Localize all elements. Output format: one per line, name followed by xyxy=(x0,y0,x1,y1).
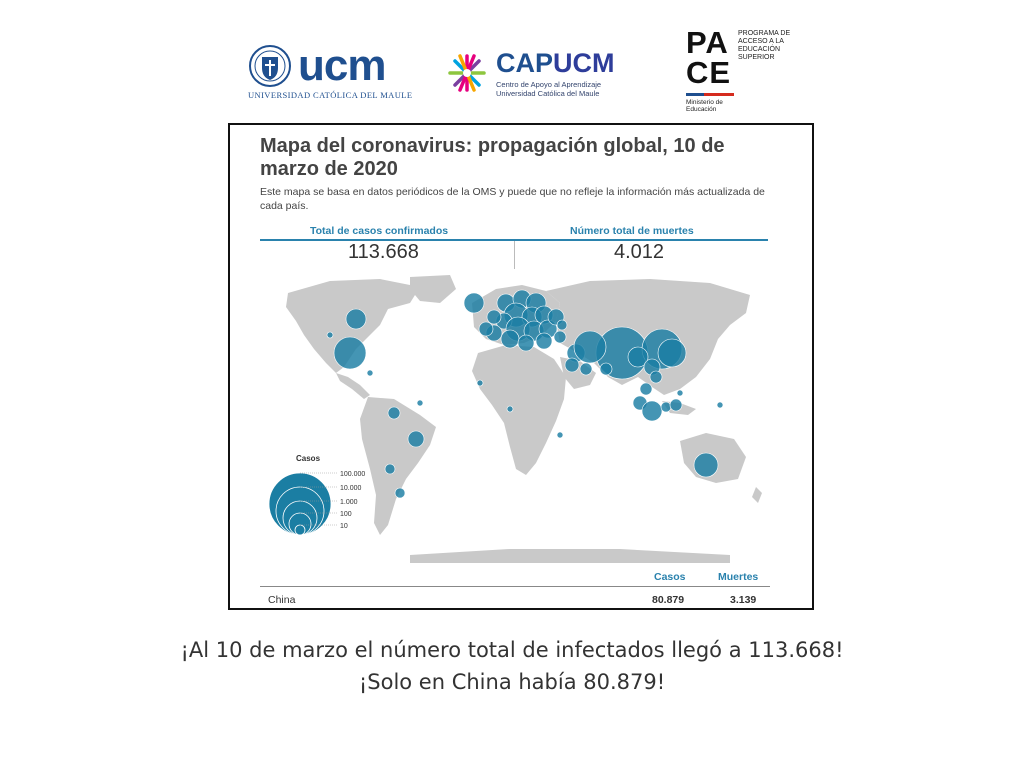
table-row-cases: 80.879 xyxy=(652,594,685,606)
table-rule xyxy=(260,586,770,587)
case-bubble xyxy=(333,336,367,370)
total-cases-value: 113.668 xyxy=(348,241,419,263)
ucm-subtitle: UNIVERSIDAD CATÓLICA DEL MAULE xyxy=(248,90,413,100)
pace-letters: PA CE xyxy=(686,25,734,90)
pace-logo: PA CE PROGRAMA DE ACCESO A LA EDUCACIÓN … xyxy=(686,25,796,118)
capucm-logo: CAPUCM Centro de Apoyo al Aprendizaje Un… xyxy=(444,46,644,100)
case-bubble xyxy=(387,406,401,420)
capucm-star-icon xyxy=(448,54,486,92)
caption-line-2: ¡Solo en China había 80.879! xyxy=(358,670,666,694)
case-bubble xyxy=(407,430,425,448)
case-bubble xyxy=(627,346,649,368)
map-title: Mapa del coronavirus: propagación global… xyxy=(260,135,725,180)
case-bubble xyxy=(669,398,683,412)
total-deaths-label: Número total de muertes xyxy=(570,225,694,237)
ucm-wordmark: ucm xyxy=(298,41,386,90)
case-bubble xyxy=(639,382,653,396)
land-central-america xyxy=(336,373,370,399)
case-bubble xyxy=(579,362,593,376)
case-bubble xyxy=(556,319,568,331)
case-bubble xyxy=(463,292,485,314)
case-bubble xyxy=(573,330,607,364)
case-bubble xyxy=(394,487,406,499)
pace-flag-blue xyxy=(686,93,704,96)
case-bubble xyxy=(649,370,663,384)
case-bubble xyxy=(716,401,724,409)
case-bubbles xyxy=(326,289,724,499)
table-header-cases: Casos xyxy=(654,571,686,583)
pace-letters-top: PA xyxy=(686,25,729,60)
case-bubble xyxy=(660,401,672,413)
table-row-deaths: 3.139 xyxy=(730,594,757,606)
capucm-word-ucm: UCM xyxy=(553,48,615,78)
table-header-deaths: Muertes xyxy=(718,571,759,583)
case-bubble xyxy=(500,329,520,349)
pace-flag-bar xyxy=(686,93,734,96)
map-card: Mapa del coronavirus: propagación global… xyxy=(228,123,814,610)
land-greenland xyxy=(410,275,456,303)
case-bubble xyxy=(486,309,502,325)
stats-rule xyxy=(260,239,768,241)
legend-level-label: 1.000 xyxy=(340,499,358,506)
ucm-logo: ucm UNIVERSIDAD CATÓLICA DEL MAULE xyxy=(248,40,412,102)
case-bubble xyxy=(599,362,613,376)
total-deaths-value: 4.012 xyxy=(614,241,665,263)
land-new-zealand xyxy=(752,487,762,503)
case-bubble xyxy=(657,338,687,368)
ucm-crest-icon xyxy=(249,45,291,87)
case-bubble xyxy=(478,321,494,337)
case-bubble xyxy=(345,308,367,330)
pace-ministry-text: Ministerio de Educación xyxy=(686,99,723,113)
case-bubble xyxy=(326,331,334,339)
cases-legend: Casos 100.000 10.000 1.000 100 10 xyxy=(268,454,365,536)
case-bubble xyxy=(535,332,553,350)
capucm-wordmark: CAPUCM xyxy=(496,48,615,78)
land-africa xyxy=(472,345,566,475)
case-bubble xyxy=(517,334,535,352)
case-bubble xyxy=(384,463,396,475)
total-cases-label: Total de casos confirmados xyxy=(310,225,449,237)
case-bubble xyxy=(556,431,564,439)
caption-line-1: ¡Al 10 de marzo el número total de infec… xyxy=(180,638,844,662)
pace-flag-red xyxy=(704,93,734,96)
land-antarctica xyxy=(410,549,730,563)
case-bubble xyxy=(553,330,567,344)
capucm-subtitle-2: Universidad Católica del Maule xyxy=(496,89,600,98)
pace-program-text: PROGRAMA DE ACCESO A LA EDUCACIÓN SUPERI… xyxy=(738,30,791,61)
legend-level-label: 10.000 xyxy=(340,485,362,492)
table-row-country: China xyxy=(268,594,296,606)
pace-letters-bottom: CE xyxy=(686,55,732,90)
capucm-subtitle-1: Centro de Apoyo al Aprendizaje xyxy=(496,80,602,89)
legend-level-label: 10 xyxy=(340,523,348,530)
case-bubble xyxy=(693,452,719,478)
legend-level-label: 100.000 xyxy=(340,471,365,478)
case-bubble xyxy=(416,399,424,407)
capucm-word-cap: CAP xyxy=(496,48,554,78)
legend-bubble-fill xyxy=(269,473,331,535)
case-bubble xyxy=(641,400,663,422)
legend-title: Casos xyxy=(296,454,321,463)
case-bubble xyxy=(564,357,580,373)
case-bubble xyxy=(676,389,684,397)
world-map: Casos 100.000 10.000 1.000 100 10 xyxy=(268,275,762,563)
case-bubble xyxy=(476,379,484,387)
legend-level-label: 100 xyxy=(340,511,352,518)
case-bubble xyxy=(506,405,514,413)
stats-divider xyxy=(514,241,515,269)
slide-caption: ¡Al 10 de marzo el número total de infec… xyxy=(0,634,1024,698)
map-subtitle: Este mapa se basa en datos periódicos de… xyxy=(260,186,765,212)
case-bubble xyxy=(366,369,374,377)
